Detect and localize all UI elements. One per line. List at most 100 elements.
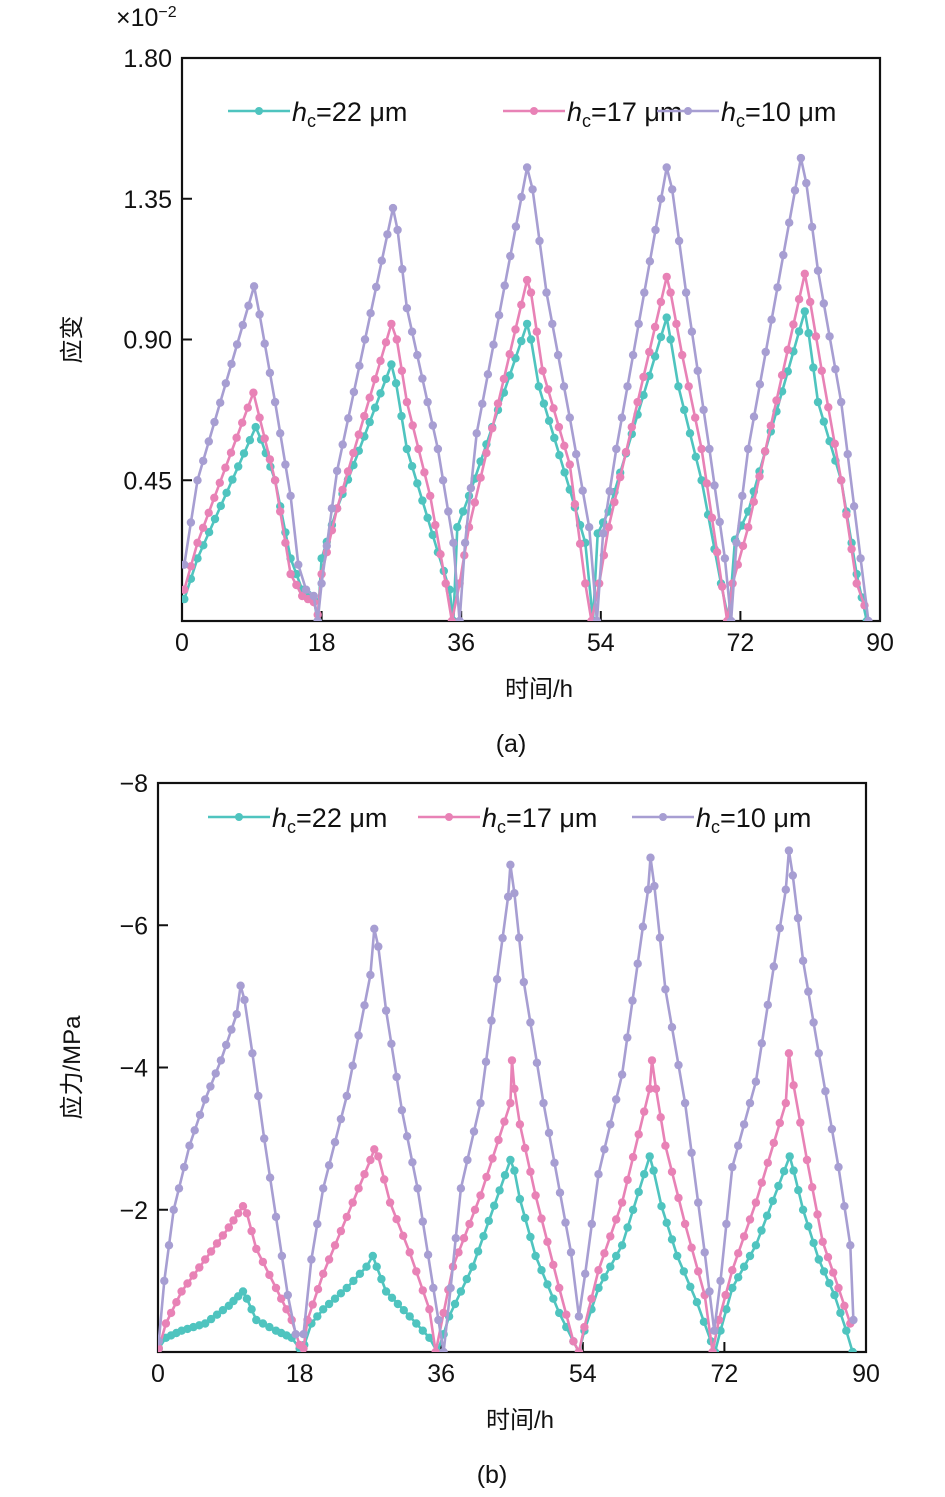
data-point <box>313 1219 322 1229</box>
y-tick-label: −8 <box>119 770 148 798</box>
data-point <box>655 933 665 942</box>
data-point <box>517 300 526 309</box>
data-point <box>484 1216 493 1226</box>
data-point <box>769 962 778 971</box>
legend-marker <box>235 813 243 821</box>
data-point <box>249 282 259 291</box>
data-point <box>744 444 753 454</box>
data-point <box>775 1118 784 1128</box>
data-point <box>255 413 264 422</box>
data-point <box>819 299 828 308</box>
data-point <box>218 1306 228 1315</box>
data-point <box>466 483 476 493</box>
data-point <box>510 1166 519 1175</box>
data-point <box>697 444 706 454</box>
data-point <box>777 371 787 380</box>
data-point <box>222 1040 231 1050</box>
data-point <box>199 456 208 466</box>
data-point <box>691 413 700 422</box>
legend-item: hc=22 μm <box>228 97 407 131</box>
data-point <box>538 366 547 375</box>
data-point <box>788 871 797 880</box>
data-point <box>621 447 631 457</box>
data-point <box>198 523 208 532</box>
data-point <box>319 1305 328 1314</box>
data-point <box>360 411 369 421</box>
data-point <box>381 1287 391 1296</box>
data-point <box>473 1247 483 1256</box>
data-point <box>245 436 255 445</box>
data-point <box>210 417 219 427</box>
data-point <box>715 517 724 527</box>
data-point <box>519 977 528 987</box>
data-point <box>399 1231 408 1241</box>
data-point <box>216 501 225 511</box>
data-point <box>645 347 654 357</box>
data-point <box>685 429 695 438</box>
data-point <box>804 1222 813 1231</box>
data-point <box>255 310 264 319</box>
data-point <box>749 497 758 506</box>
data-point <box>243 403 252 412</box>
data-point <box>561 1218 570 1227</box>
data-point <box>236 981 245 990</box>
data-point <box>846 1241 855 1250</box>
data-point <box>456 1287 466 1296</box>
data-point <box>623 1223 632 1232</box>
data-point <box>672 319 681 329</box>
data-point <box>594 1170 603 1179</box>
data-point <box>840 1202 849 1211</box>
data-point <box>355 361 364 370</box>
data-point <box>623 1033 632 1042</box>
data-point <box>634 1130 643 1139</box>
data-point <box>679 1267 688 1276</box>
data-point <box>366 970 375 980</box>
data-point <box>836 1308 845 1318</box>
series-1 <box>158 1049 855 1352</box>
data-point <box>463 1155 472 1165</box>
y-tick-label: 1.35 <box>123 186 172 214</box>
x-tick-label: 18 <box>308 629 336 657</box>
data-point <box>319 1269 328 1279</box>
data-point <box>555 451 564 460</box>
data-point <box>355 1269 365 1279</box>
data-point <box>745 1251 755 1261</box>
panel-label: (b) <box>477 1461 508 1489</box>
data-point <box>271 1283 281 1293</box>
data-point <box>745 1098 755 1108</box>
data-point <box>814 1255 823 1264</box>
data-point <box>667 1235 677 1244</box>
x-tick-label: 0 <box>175 629 189 657</box>
data-point <box>549 404 558 413</box>
data-point <box>460 538 470 547</box>
data-point <box>211 1069 220 1078</box>
data-point <box>843 450 852 459</box>
data-point <box>247 1305 256 1314</box>
data-point <box>423 1250 433 1260</box>
data-point <box>773 283 782 292</box>
data-point <box>360 1170 369 1179</box>
legend-item: hc=17 μm <box>418 803 597 837</box>
data-point <box>757 1178 766 1187</box>
data-point <box>392 1072 401 1082</box>
legend-subscript: c <box>497 817 506 837</box>
data-point <box>506 251 515 261</box>
data-point <box>391 379 401 388</box>
data-point <box>598 529 608 538</box>
y-tick-label: 0.90 <box>123 327 172 355</box>
data-point <box>204 437 213 446</box>
data-point <box>252 1315 261 1325</box>
data-point <box>767 315 776 324</box>
data-point <box>721 1290 730 1300</box>
data-point <box>662 272 671 282</box>
x-axis-title: 时间/h <box>486 1407 554 1434</box>
data-point <box>755 380 765 389</box>
data-point <box>755 472 764 481</box>
data-point <box>381 374 391 384</box>
legend-marker <box>659 813 667 821</box>
data-point <box>366 309 375 318</box>
data-point <box>808 1183 817 1192</box>
data-point <box>522 163 532 172</box>
data-point <box>789 320 798 329</box>
data-point <box>180 1162 189 1172</box>
